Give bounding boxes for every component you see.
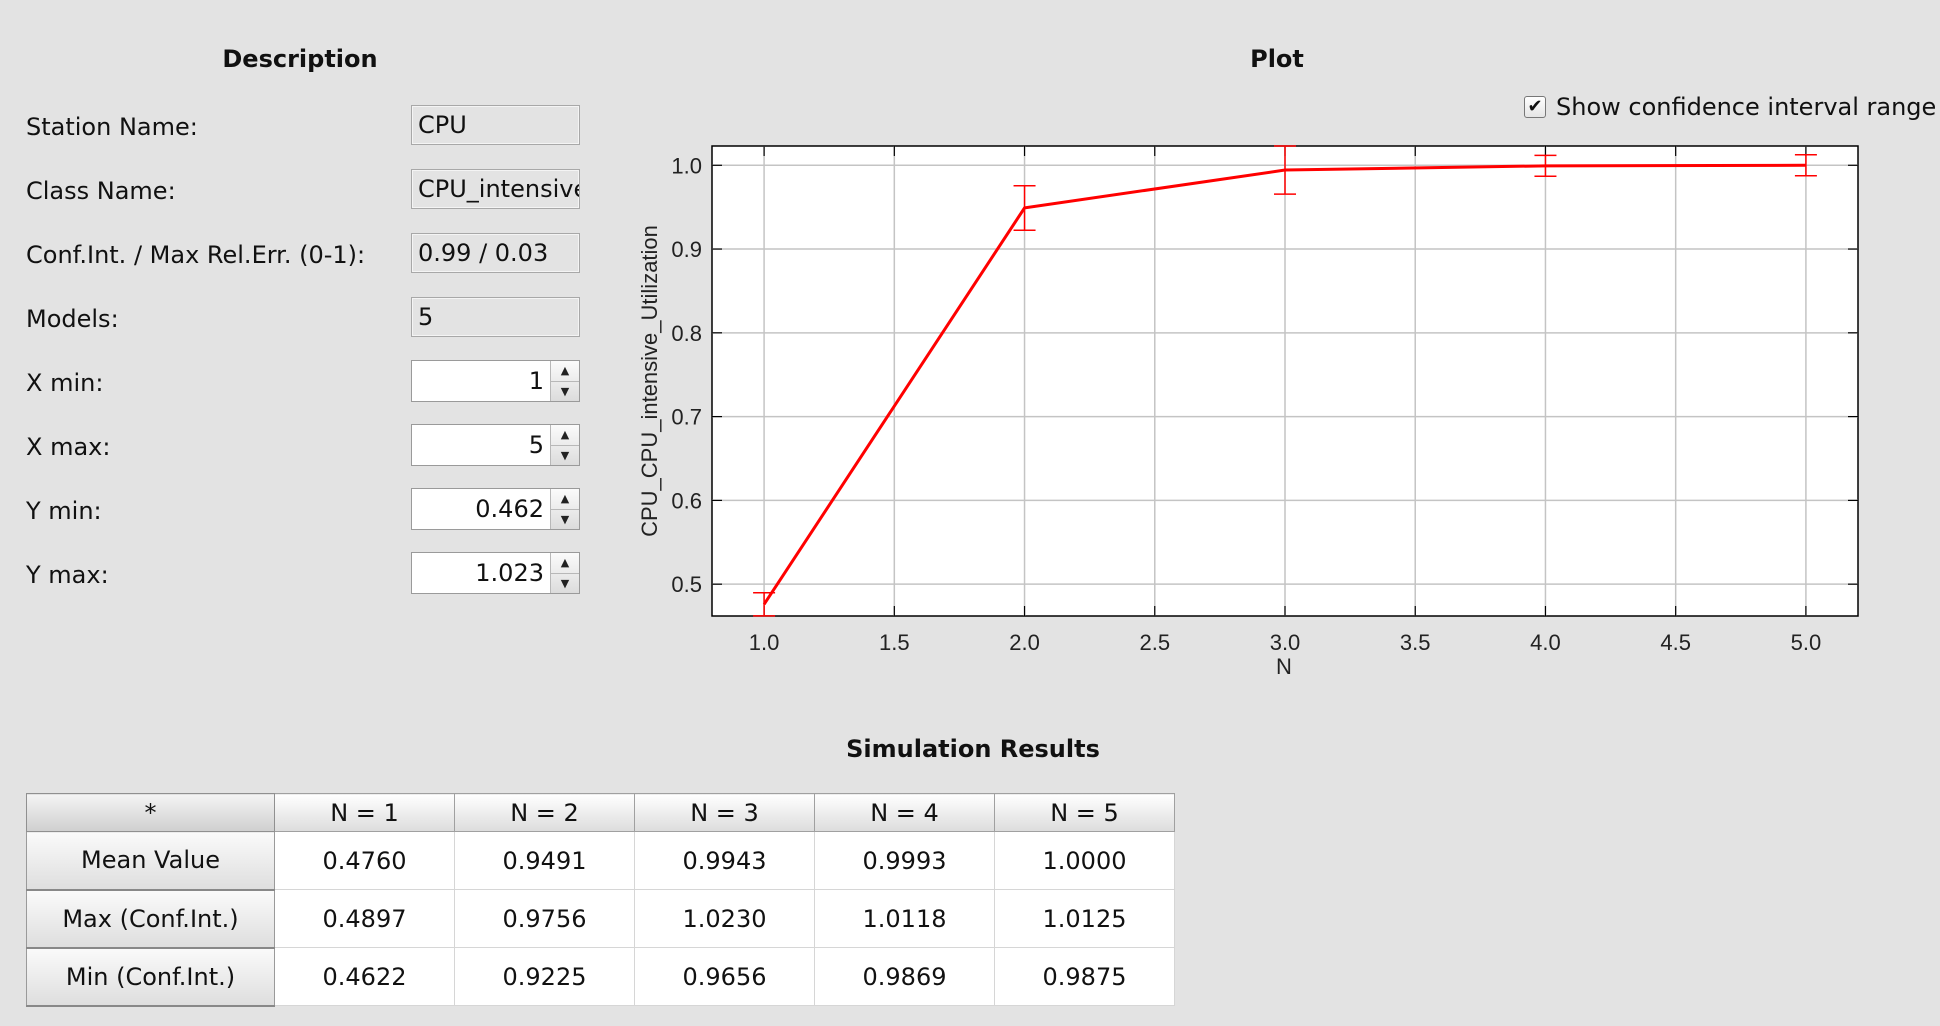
table-cell[interactable]: 1.0118 [814,889,995,948]
column-header[interactable]: N = 3 [634,793,815,832]
x-tick-label: 1.5 [879,630,910,655]
class-name-label: Class Name: [26,177,176,205]
y-tick-label: 0.6 [671,488,702,513]
spinner-down-icon[interactable]: ▼ [551,508,579,530]
checkbox-checked-icon[interactable]: ✔ [1524,96,1546,118]
table-cell[interactable]: 0.4897 [274,889,455,948]
plot-title: Plot [1250,45,1304,73]
y-max-value[interactable]: 1.023 [475,559,544,587]
table-row: Min (Conf.Int.) 0.4622 0.9225 0.9656 0.9… [26,947,1175,1007]
x-axis-label: N [1276,654,1292,679]
y-axis-label: CPU_CPU_intensive_Utilization [637,225,662,537]
x-tick-label: 1.0 [749,630,780,655]
spinner-up-icon[interactable]: ▲ [560,428,570,442]
axis-ticks: 1.0 1.5 2.0 2.5 3.0 3.5 4.0 4.5 5.0 0.5 0.6 0.7 0.8 0… [671,146,1858,655]
y-tick-label: 0.8 [671,321,702,346]
x-max-spinner[interactable]: 5 ▲ ▼ [411,424,580,466]
spinner-up-icon[interactable]: ▲ [560,556,570,570]
table-cell[interactable]: 0.4622 [274,947,455,1006]
station-name-field: CPU [411,105,580,145]
y-max-spinner[interactable]: 1.023 ▲ ▼ [411,552,580,594]
utilization-chart: 1.0 1.5 2.0 2.5 3.0 3.5 4.0 4.5 5.0 0.5 0.6 0.7 0.8 0… [637,145,1859,679]
table-cell[interactable]: 0.9875 [994,947,1175,1006]
description-title: Description [222,45,378,73]
show-ci-label: Show confidence interval range [1556,93,1937,121]
table-row: Max (Conf.Int.) 0.4897 0.9756 1.0230 1.0… [26,889,1175,949]
x-tick-label: 2.5 [1139,630,1170,655]
table-cell[interactable]: 0.9943 [634,831,815,890]
y-tick-label: 1.0 [671,153,702,178]
x-min-label: X min: [26,369,104,397]
x-tick-label: 3.0 [1270,630,1301,655]
row-header: Mean Value [26,831,275,891]
table-cell[interactable]: 0.9869 [814,947,995,1006]
spinner-down-icon[interactable]: ▼ [551,380,579,402]
spinner-up-icon[interactable]: ▲ [560,492,570,506]
column-header[interactable]: N = 5 [994,793,1175,832]
x-tick-label: 2.0 [1009,630,1040,655]
table-cell[interactable]: 0.9993 [814,831,995,890]
y-tick-label: 0.7 [671,405,702,430]
models-label: Models: [26,305,119,333]
y-tick-label: 0.5 [671,572,702,597]
results-title: Simulation Results [846,735,1100,763]
x-max-label: X max: [26,433,111,461]
spinner-down-icon[interactable]: ▼ [551,444,579,466]
spinner-down-icon[interactable]: ▼ [551,572,579,594]
table-cell[interactable]: 1.0230 [634,889,815,948]
conf-int-label: Conf.Int. / Max Rel.Err. (0-1): [26,241,366,269]
spinner-up-icon[interactable]: ▲ [560,364,570,378]
y-min-spinner[interactable]: 0.462 ▲ ▼ [411,488,580,530]
table-cell[interactable]: 0.4760 [274,831,455,890]
results-table: * N = 1 N = 2 N = 3 N = 4 N = 5 Mean Val… [26,793,1175,1007]
models-field: 5 [411,297,580,337]
corner-header[interactable]: * [26,793,275,832]
x-min-spinner[interactable]: 1 ▲ ▼ [411,360,580,402]
show-ci-toggle[interactable]: ✔ Show confidence interval range [1524,92,1936,122]
y-max-label: Y max: [26,561,109,589]
row-header: Min (Conf.Int.) [26,947,275,1007]
y-tick-label: 0.9 [671,237,702,262]
x-min-value[interactable]: 1 [528,367,544,395]
table-row: Mean Value 0.4760 0.9491 0.9943 0.9993 1… [26,831,1175,891]
row-header: Max (Conf.Int.) [26,889,275,949]
station-name-label: Station Name: [26,113,198,141]
table-cell[interactable]: 1.0000 [994,831,1175,890]
conf-int-field: 0.99 / 0.03 [411,233,580,273]
column-header[interactable]: N = 1 [274,793,455,832]
table-cell[interactable]: 0.9491 [454,831,635,890]
table-cell[interactable]: 0.9756 [454,889,635,948]
series-lines [753,145,1817,617]
x-tick-label: 5.0 [1791,630,1822,655]
x-tick-label: 4.5 [1660,630,1691,655]
class-name-field: CPU_intensive [411,169,580,209]
table-cell[interactable]: 0.9656 [634,947,815,1006]
y-min-value[interactable]: 0.462 [475,495,544,523]
x-tick-label: 4.0 [1530,630,1561,655]
table-cell[interactable]: 0.9225 [454,947,635,1006]
table-cell[interactable]: 1.0125 [994,889,1175,948]
y-min-label: Y min: [26,497,102,525]
x-tick-label: 3.5 [1400,630,1431,655]
column-header[interactable]: N = 2 [454,793,635,832]
x-max-value[interactable]: 5 [528,431,544,459]
column-header[interactable]: N = 4 [814,793,995,832]
